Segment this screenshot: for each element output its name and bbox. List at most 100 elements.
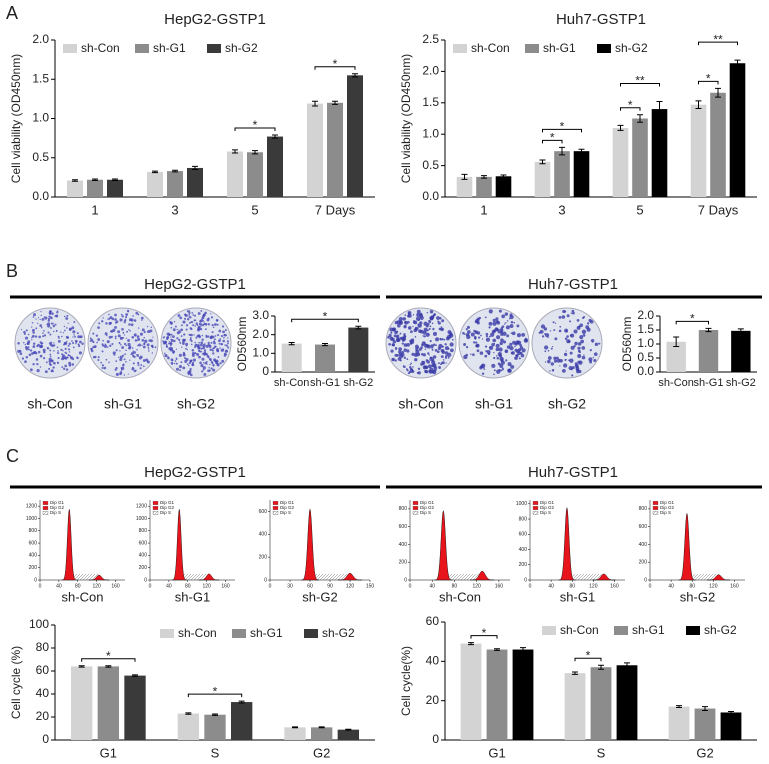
- colony: [109, 344, 112, 348]
- colony: [550, 362, 555, 366]
- colony: [137, 361, 140, 365]
- colony: [590, 338, 595, 343]
- colony: [429, 367, 434, 372]
- colony: [114, 321, 117, 324]
- colony: [66, 327, 68, 329]
- error-bar: [252, 150, 258, 155]
- colony: [566, 335, 569, 338]
- colony: [497, 329, 502, 334]
- colony: [136, 354, 140, 357]
- colony: [495, 355, 498, 357]
- colony: [51, 344, 54, 348]
- colony: [32, 345, 36, 349]
- colony: [53, 330, 55, 333]
- colony: [198, 355, 201, 359]
- colony: [577, 346, 581, 350]
- colony: [56, 311, 59, 314]
- colony: [549, 370, 551, 372]
- colony: [125, 337, 128, 339]
- significance-bracket: [675, 320, 709, 325]
- y-tick-label: 1000: [26, 516, 37, 522]
- y-tick-label: 200: [29, 565, 38, 571]
- colony: [76, 332, 79, 335]
- colony: [123, 319, 127, 322]
- colony: [183, 333, 186, 336]
- colony: [488, 309, 493, 314]
- colony: [104, 332, 108, 336]
- colony: [477, 336, 481, 339]
- colony: [126, 313, 128, 315]
- bar: [666, 341, 686, 372]
- error-bar: [695, 100, 702, 109]
- colony: [49, 355, 52, 358]
- legend-swatch: [304, 629, 318, 638]
- colony: [32, 331, 35, 334]
- x-tick-label: 30: [287, 583, 293, 589]
- colony: [172, 350, 175, 353]
- colony: [209, 359, 212, 362]
- colony: [36, 369, 40, 373]
- colony: [174, 325, 177, 328]
- x-tick-label: 80: [689, 583, 695, 589]
- colony: [573, 345, 576, 348]
- colony: [505, 321, 507, 324]
- colony: [472, 353, 475, 357]
- colony: [168, 340, 171, 343]
- colony: [31, 326, 33, 328]
- colony: [401, 342, 404, 345]
- colony: [64, 347, 67, 350]
- colony: [490, 332, 495, 337]
- colony: [514, 356, 518, 360]
- colony: [176, 337, 179, 340]
- legend-swatch: [152, 506, 159, 510]
- colony: [33, 329, 35, 331]
- colony: [439, 337, 442, 340]
- colony: [191, 361, 195, 365]
- colony: [194, 346, 196, 349]
- y-tick-label: 2.5: [422, 32, 439, 46]
- colony: [137, 337, 141, 341]
- colony: [152, 336, 154, 338]
- colony: [186, 318, 190, 321]
- error-bar: [578, 148, 585, 154]
- colony: [63, 315, 66, 318]
- colony: [496, 335, 501, 340]
- colony: [571, 374, 574, 377]
- colony: [492, 329, 497, 333]
- colony: [117, 330, 121, 334]
- bar: [651, 109, 668, 197]
- colony: [420, 362, 424, 366]
- colony: [185, 342, 189, 346]
- colony: [64, 364, 67, 368]
- x-tick-label: sh-Con: [274, 377, 309, 389]
- colony: [72, 346, 75, 349]
- colony: [185, 347, 187, 350]
- bar: [327, 102, 343, 197]
- colony: [495, 327, 499, 331]
- colony: [39, 366, 42, 368]
- x-tick-label: 0: [269, 583, 272, 589]
- error-bar: [132, 674, 138, 677]
- error-bar: [78, 665, 85, 668]
- colony: [499, 341, 503, 346]
- colony: [409, 363, 412, 366]
- colony: [125, 349, 127, 352]
- colony: [179, 341, 181, 343]
- significance-label: *: [550, 131, 555, 145]
- colony: [114, 335, 117, 338]
- peak: [337, 572, 363, 581]
- colony: [221, 325, 225, 328]
- colony: [544, 350, 547, 353]
- colony: [412, 314, 415, 316]
- y-tick-label: 0: [524, 577, 527, 583]
- error-bar: [192, 165, 198, 171]
- y-tick-label: 2.0: [422, 64, 439, 78]
- significance-bracket: [187, 693, 243, 698]
- legend-swatch: [652, 511, 659, 515]
- colony: [127, 342, 131, 347]
- colony: [400, 353, 405, 357]
- y-tick-label: 600: [139, 540, 148, 546]
- y-tick-label: 800: [639, 506, 648, 512]
- colony: [510, 364, 515, 369]
- colony: [60, 358, 63, 360]
